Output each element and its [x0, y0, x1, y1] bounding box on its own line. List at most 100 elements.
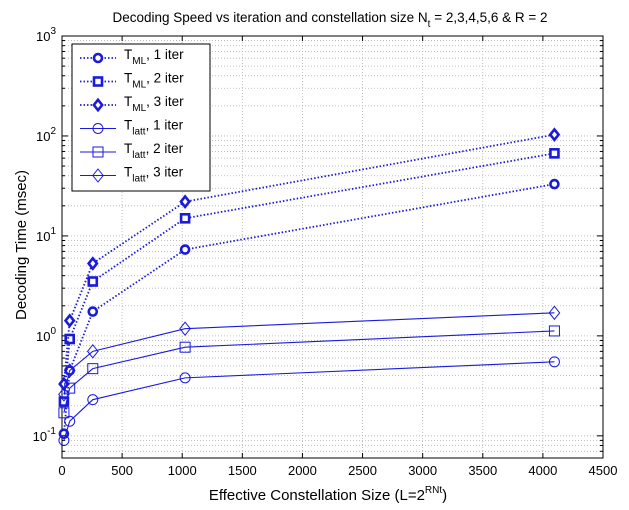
series-line — [63, 361, 555, 441]
x-tick-label: 4000 — [528, 463, 557, 478]
series-2 — [58, 148, 560, 407]
legend-entry: TML, 3 iter — [80, 94, 184, 114]
y-tick-exponent: 0 — [50, 326, 56, 337]
y-axis-title: Decoding Time (msec) — [13, 170, 30, 320]
data-point — [87, 394, 99, 406]
data-point — [179, 341, 191, 353]
legend-label: TML, 1 iter — [124, 47, 184, 67]
data-point — [549, 148, 560, 159]
chart-title: Decoding Speed vs iteration and constell… — [112, 10, 547, 30]
y-tick-label: 100 — [36, 326, 56, 344]
grid-lines — [61, 35, 604, 459]
y-tick-base: 10 — [36, 229, 50, 244]
y-tick-label: 10-1 — [33, 426, 57, 444]
data-point — [179, 244, 191, 255]
legend-entry: TML, 1 iter — [80, 47, 184, 67]
data-point — [87, 363, 99, 375]
data-point — [548, 325, 560, 337]
series-3 — [58, 127, 561, 392]
data-point — [548, 305, 561, 321]
x-axis-title: Effective Constellation Size (L=2RNt) — [209, 485, 447, 504]
legend-label-main: T — [124, 165, 132, 180]
data-point — [179, 194, 191, 209]
y-tick-label: 103 — [36, 26, 56, 44]
legend-marker — [92, 52, 104, 64]
data-point — [87, 306, 99, 317]
x-tick-label: 4500 — [589, 463, 618, 478]
axes: 0 500 1000 1500 2000 2500 3000 3500 4000 450010-1… — [33, 26, 618, 478]
y-tick-base: 10 — [36, 29, 50, 44]
legend-label-rest: , 3 iter — [146, 94, 184, 109]
data-point — [58, 387, 70, 402]
legend-label: TML, 3 iter — [124, 94, 184, 114]
legend-label-rest: , 1 iter — [146, 47, 184, 62]
legend-box — [71, 43, 211, 192]
x-tick-label: 0 — [58, 463, 65, 478]
data-point — [64, 415, 76, 427]
data-point — [58, 434, 70, 446]
x-tick-label: 3000 — [408, 463, 437, 478]
legend-label-subscript: latt — [132, 174, 146, 185]
legend-label-main: T — [124, 47, 132, 62]
legend-label-rest: , 1 iter — [146, 118, 184, 133]
y-tick-exponent: 1 — [50, 226, 56, 237]
legend-label-main: T — [124, 71, 132, 86]
series-4 — [58, 356, 560, 446]
legend-label-subscript: ML — [132, 80, 146, 91]
x-tick-label: 1000 — [168, 463, 197, 478]
legend-marker — [92, 76, 104, 87]
legend-label-subscript: ML — [132, 103, 146, 114]
title-rest: = 2,3,4,5,6 & R = 2 — [430, 10, 547, 25]
legend-label: Tlatt, 1 iter — [124, 118, 184, 138]
data-point — [63, 363, 76, 378]
data-point — [548, 356, 560, 368]
series-line — [63, 133, 555, 385]
y-tick-base: 10 — [36, 329, 50, 344]
series-6 — [58, 305, 561, 402]
legend-label-rest: , 2 iter — [146, 71, 184, 86]
y-tick-exponent: 3 — [50, 26, 56, 37]
x-tick-label: 1500 — [228, 463, 257, 478]
x-tick-label: 3500 — [468, 463, 497, 478]
legend-marker — [92, 168, 104, 183]
legend-marker — [92, 123, 104, 134]
title-subscript: t — [428, 19, 431, 30]
legend-label-main: T — [124, 118, 132, 133]
series-line — [63, 312, 555, 395]
x-axis-title-superscript: RNt — [425, 485, 442, 496]
y-tick-base: 10 — [33, 429, 47, 444]
series-layer — [58, 127, 561, 446]
data-point — [549, 178, 560, 190]
legend-label-rest: , 2 iter — [146, 141, 184, 156]
legend-label-subscript: latt — [132, 150, 146, 161]
series-line — [63, 183, 555, 434]
legend-label-subscript: ML — [132, 56, 146, 67]
legend-label: Tlatt, 3 iter — [124, 165, 184, 185]
y-tick-exponent: -1 — [47, 426, 56, 437]
data-point — [179, 213, 191, 224]
data-point — [179, 321, 191, 336]
legend-label-subscript: latt — [132, 127, 146, 138]
legend-label-main: T — [124, 141, 132, 156]
y-tick-label: 102 — [36, 126, 56, 144]
x-tick-label: 2500 — [348, 463, 377, 478]
title-main: Decoding Speed vs iteration and constell… — [112, 10, 427, 25]
series-line — [63, 152, 555, 402]
series-1 — [58, 178, 560, 440]
y-tick-exponent: 2 — [50, 126, 56, 137]
legend-entry: Tlatt, 3 iter — [80, 165, 184, 185]
series-5 — [58, 325, 560, 419]
y-tick-base: 10 — [36, 129, 50, 144]
legend-label: Tlatt, 2 iter — [124, 141, 184, 161]
legend-marker — [92, 97, 104, 113]
x-tick-label: 2000 — [288, 463, 317, 478]
x-tick-label: 500 — [111, 463, 133, 478]
data-point — [179, 372, 191, 384]
x-axis-title-main: Effective Constellation Size (L=2 — [209, 487, 425, 504]
data-point — [86, 256, 99, 271]
legend-label-rest: , 3 iter — [146, 165, 184, 180]
series-line — [63, 330, 555, 413]
data-point — [63, 313, 76, 328]
plot-area — [61, 35, 604, 459]
